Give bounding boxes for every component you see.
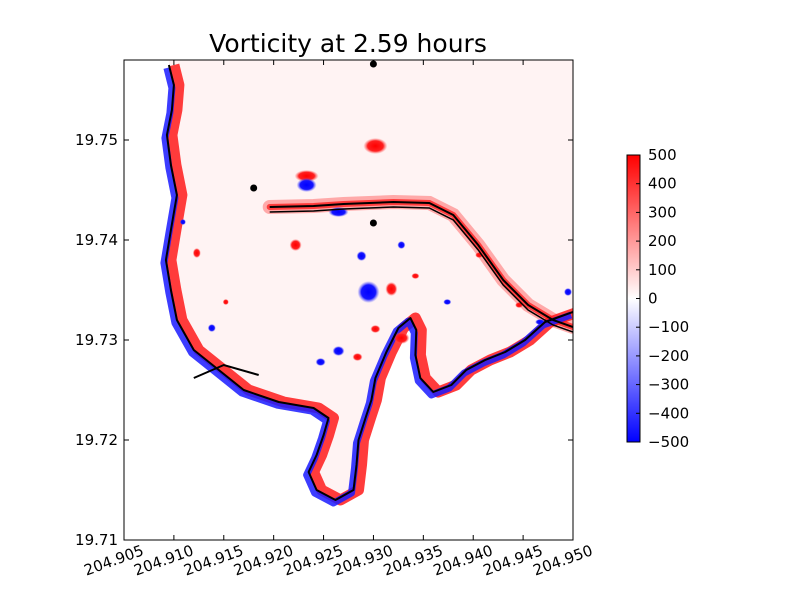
positive-eddy: [192, 248, 201, 258]
negative-eddy: [207, 324, 216, 332]
breakwater-line: [269, 200, 573, 328]
negative-eddy: [397, 241, 406, 249]
colorbar-ticks: 500 400 300 200 100 0 −100 −200 −300 −400 −500: [636, 146, 689, 451]
plot-area: 204.905204.910204.915204.920204.925204.9…: [75, 59, 595, 579]
colorbar-tick-label: −400: [648, 404, 689, 422]
plot-frame: [123, 59, 574, 541]
colorbar: 500 400 300 200 100 0 −100 −200 −300 −400 −500: [626, 146, 689, 451]
negative-eddy: [315, 358, 326, 366]
positive-eddy: [363, 138, 388, 154]
positive-eddy: [222, 299, 229, 305]
colorbar-tick-label: 100: [648, 261, 677, 279]
negative-eddy: [443, 299, 452, 305]
negative-eddy: [179, 219, 186, 225]
colorbar-tick-label: 400: [648, 175, 677, 193]
colorbar-tick-label: 200: [648, 232, 677, 250]
colorbar-tick-label: −500: [648, 433, 689, 451]
coastline: [164, 64, 573, 501]
positive-eddy: [294, 170, 319, 182]
colorbar-tick-label: 0: [648, 290, 658, 308]
positive-eddy: [370, 325, 381, 333]
y-tick-label: 19.75: [75, 131, 118, 149]
colorbar-tick-label: −300: [648, 376, 689, 394]
station-markers: [250, 60, 377, 227]
y-tick-label: 19.71: [75, 531, 118, 549]
coast-negative-band: [160, 67, 573, 507]
shoreline-lines: [164, 64, 573, 501]
y-tick-label: 19.73: [75, 331, 118, 349]
positive-eddy: [385, 282, 398, 296]
negative-eddy: [564, 288, 572, 296]
y-tick-label: 19.74: [75, 231, 118, 249]
positive-eddy: [393, 332, 410, 344]
station-marker: [250, 184, 258, 192]
y-axis: 19.71 19.72 19.73 19.74 19.75: [75, 131, 573, 549]
station-marker: [369, 219, 377, 227]
colorbar-tick-label: −100: [648, 318, 689, 336]
colorbar-tick-label: 500: [648, 146, 677, 164]
chart-title: Vorticity at 2.59 hours: [209, 29, 487, 58]
negative-eddy: [356, 251, 367, 261]
negative-eddy: [332, 346, 345, 356]
y-tick-label: 19.72: [75, 431, 118, 449]
colorbar-tick-label: 300: [648, 203, 677, 221]
pier-line: [193, 363, 259, 379]
breakwater-line-inner: [269, 206, 573, 333]
water-region: [165, 60, 573, 500]
positive-eddy: [352, 353, 363, 361]
negative-eddy: [296, 178, 317, 192]
colorbar-tick-label: −200: [648, 347, 689, 365]
positive-eddy: [289, 239, 302, 251]
negative-eddy: [357, 281, 380, 303]
positive-eddy: [411, 273, 420, 279]
